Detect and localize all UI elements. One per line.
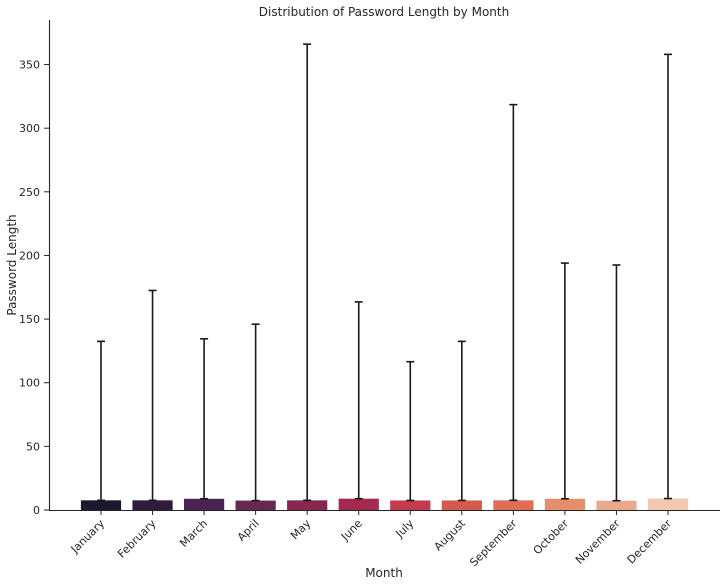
x-tick-label: February bbox=[115, 517, 159, 561]
bar-july bbox=[390, 500, 431, 510]
x-tick-label: March bbox=[177, 517, 210, 550]
chart-title: Distribution of Password Length by Month bbox=[259, 5, 509, 19]
x-tick-label: October bbox=[531, 517, 572, 558]
bar-may bbox=[287, 500, 328, 510]
x-tick-label: November bbox=[573, 517, 623, 567]
bar-december bbox=[647, 498, 689, 510]
bar-august bbox=[441, 500, 482, 510]
y-tick-label: 250 bbox=[19, 186, 40, 199]
x-tick-label: June bbox=[338, 517, 365, 544]
x-tick-label: September bbox=[467, 517, 520, 570]
bar-november bbox=[596, 500, 637, 510]
bars-group bbox=[80, 498, 689, 510]
y-tick-label: 100 bbox=[19, 377, 40, 390]
y-tick-label: 300 bbox=[19, 122, 40, 135]
y-ticks-group: 0 50 100 150 200 250 300 350 bbox=[19, 59, 49, 517]
x-tick-label: December bbox=[625, 517, 675, 567]
y-tick-label: 200 bbox=[19, 249, 40, 262]
y-tick-label: 0 bbox=[33, 504, 40, 517]
bar-june bbox=[338, 498, 379, 510]
x-tick-label: August bbox=[432, 516, 469, 553]
bar-february bbox=[132, 500, 173, 510]
y-tick-label: 50 bbox=[26, 440, 40, 453]
bar-march bbox=[183, 498, 225, 510]
bar-april bbox=[235, 500, 276, 510]
bar-january bbox=[80, 500, 122, 510]
bar-september bbox=[493, 500, 534, 510]
y-tick-label: 350 bbox=[19, 59, 40, 72]
y-axis-label: Password Length bbox=[5, 214, 19, 315]
x-tick-label: July bbox=[392, 517, 416, 541]
error-bars-group bbox=[97, 43, 672, 502]
x-ticks-group: January February March April May June July Augu… bbox=[68, 510, 675, 570]
x-tick-label: May bbox=[288, 517, 314, 543]
x-tick-label: January bbox=[68, 517, 108, 557]
bar-october bbox=[544, 498, 586, 510]
x-axis-label: Month bbox=[365, 566, 403, 580]
x-tick-label: April bbox=[235, 517, 262, 544]
y-tick-label: 150 bbox=[19, 313, 40, 326]
